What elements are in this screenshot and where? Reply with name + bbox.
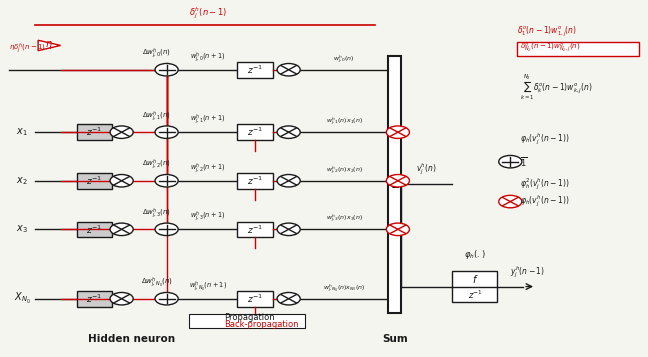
Circle shape (110, 126, 133, 139)
Circle shape (155, 292, 178, 305)
Text: $\eta\delta_j^h(n-1)$: $\eta\delta_j^h(n-1)$ (9, 42, 46, 56)
Text: $z^{-1}$: $z^{-1}$ (86, 292, 102, 305)
Text: Sum: Sum (382, 334, 408, 344)
Text: $x_3$: $x_3$ (16, 223, 28, 235)
FancyBboxPatch shape (237, 173, 273, 188)
Text: $w_{j,3}^h(n+1)$: $w_{j,3}^h(n+1)$ (190, 210, 226, 224)
Text: $z^{-1}$: $z^{-1}$ (247, 64, 263, 76)
Text: $w_{j,N_0}^h(n+1)$: $w_{j,N_0}^h(n+1)$ (189, 279, 227, 293)
Circle shape (155, 126, 178, 139)
Circle shape (110, 292, 133, 305)
Text: $z^{-1}$: $z^{-1}$ (468, 288, 482, 301)
Circle shape (155, 64, 178, 76)
Text: $\Delta w_{j,2}^h(n)$: $\Delta w_{j,2}^h(n)$ (143, 157, 172, 172)
Text: $w_{j,0}^h(n+1)$: $w_{j,0}^h(n+1)$ (190, 50, 226, 65)
FancyBboxPatch shape (388, 56, 401, 313)
Circle shape (277, 175, 300, 187)
Text: $\varphi_h^2(v_j^h(n-1))$: $\varphi_h^2(v_j^h(n-1))$ (520, 176, 570, 192)
Text: Back-propagation: Back-propagation (224, 320, 299, 329)
Circle shape (110, 175, 133, 187)
Text: $\Sigma$: $\Sigma$ (389, 177, 400, 191)
Text: $w_{j,3}^h(n)x_3(n)$: $w_{j,3}^h(n)x_3(n)$ (326, 213, 363, 225)
Text: $-$: $-$ (503, 157, 513, 167)
Text: $\Delta w_{j,0}^h(n)$: $\Delta w_{j,0}^h(n)$ (143, 46, 172, 61)
FancyBboxPatch shape (76, 124, 112, 140)
Text: $\varphi_h(.)$: $\varphi_h(.)$ (464, 247, 486, 261)
Text: $\sum_{k=1}^{N_2}\delta_k^o(n-1)w_{k,j}^o(n)$: $\sum_{k=1}^{N_2}\delta_k^o(n-1)w_{k,j}^… (520, 72, 593, 102)
Text: $x_2$: $x_2$ (16, 175, 28, 187)
FancyBboxPatch shape (516, 42, 639, 56)
Circle shape (386, 223, 410, 236)
Text: $x_1$: $x_1$ (16, 126, 28, 138)
Text: $z^{-1}$: $z^{-1}$ (86, 126, 102, 139)
FancyBboxPatch shape (237, 221, 273, 237)
Text: Hidden neuron: Hidden neuron (87, 334, 175, 344)
Text: $\varphi_h(v_j^h(n-1))$: $\varphi_h(v_j^h(n-1))$ (520, 194, 570, 209)
Text: $w_{j,N_0}^h(n)x_{N_0}(n)$: $w_{j,N_0}^h(n)x_{N_0}(n)$ (323, 282, 365, 295)
Circle shape (110, 223, 133, 236)
Text: $w_{j,2}^h(n+1)$: $w_{j,2}^h(n+1)$ (190, 161, 226, 176)
Text: $\Delta w_{j,N_0}^h(n)$: $\Delta w_{j,N_0}^h(n)$ (141, 276, 173, 290)
Text: $\delta_j^h(n-1)$: $\delta_j^h(n-1)$ (189, 6, 227, 21)
Circle shape (155, 175, 178, 187)
Text: $z^{-1}$: $z^{-1}$ (86, 175, 102, 187)
Text: $w_{j,1}^h(n)x_1(n)$: $w_{j,1}^h(n)x_1(n)$ (326, 116, 363, 128)
Text: $z^{-1}$: $z^{-1}$ (86, 223, 102, 236)
FancyBboxPatch shape (237, 291, 273, 307)
FancyBboxPatch shape (76, 221, 112, 237)
Polygon shape (38, 40, 61, 51)
Text: Propagation: Propagation (224, 313, 275, 322)
Text: $w_{j,0}^h(n)$: $w_{j,0}^h(n)$ (333, 54, 355, 66)
Circle shape (277, 223, 300, 236)
FancyBboxPatch shape (76, 291, 112, 307)
Text: $\varphi_h(v_j^h(n-1))$: $\varphi_h(v_j^h(n-1))$ (520, 131, 570, 147)
Circle shape (277, 64, 300, 76)
FancyBboxPatch shape (237, 62, 273, 77)
Circle shape (499, 155, 522, 168)
Text: $\eta$: $\eta$ (45, 39, 53, 51)
Text: $X_{N_0}$: $X_{N_0}$ (14, 291, 30, 306)
Text: $z^{-1}$: $z^{-1}$ (247, 292, 263, 305)
Circle shape (386, 126, 410, 139)
Text: $\Delta w_{j,1}^h(n)$: $\Delta w_{j,1}^h(n)$ (143, 109, 172, 124)
Text: $w_{j,2}^h(n)x_2(n)$: $w_{j,2}^h(n)x_2(n)$ (326, 165, 363, 177)
Circle shape (277, 292, 300, 305)
FancyBboxPatch shape (189, 314, 305, 328)
FancyBboxPatch shape (237, 124, 273, 140)
Text: $z^{-1}$: $z^{-1}$ (247, 126, 263, 139)
Circle shape (277, 126, 300, 139)
Text: $z^{-1}$: $z^{-1}$ (247, 223, 263, 236)
Text: $w_{j,1}^h(n+1)$: $w_{j,1}^h(n+1)$ (190, 112, 226, 127)
Text: $y_j^h(n-1)$: $y_j^h(n-1)$ (511, 264, 546, 280)
Text: $v_j^h(n)$: $v_j^h(n)$ (417, 162, 437, 177)
FancyBboxPatch shape (76, 173, 112, 188)
Circle shape (499, 195, 522, 208)
Text: $f$: $f$ (472, 273, 478, 285)
Circle shape (155, 223, 178, 236)
FancyBboxPatch shape (452, 271, 498, 302)
Text: $z^{-1}$: $z^{-1}$ (247, 175, 263, 187)
Text: $\delta_1^o(n-1)w_{1,j}^o(n)$: $\delta_1^o(n-1)w_{1,j}^o(n)$ (516, 25, 577, 39)
Text: $\Delta w_{j,3}^h(n)$: $\Delta w_{j,3}^h(n)$ (143, 206, 172, 221)
Circle shape (386, 175, 410, 187)
Text: $\overline{1}$: $\overline{1}$ (520, 155, 527, 169)
Text: $\delta_{N_2}^o(n-1)w_{N_2,j}^o(n)$: $\delta_{N_2}^o(n-1)w_{N_2,j}^o(n)$ (520, 42, 581, 55)
